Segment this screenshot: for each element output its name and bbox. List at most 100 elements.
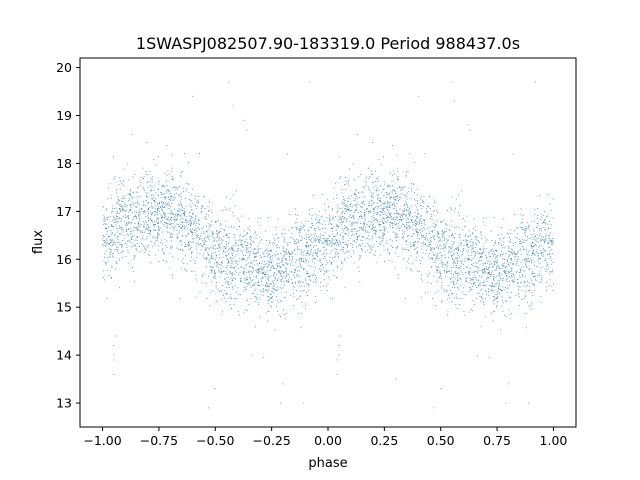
data-point bbox=[484, 262, 486, 264]
data-point bbox=[421, 227, 423, 229]
data-point bbox=[105, 262, 107, 264]
data-point bbox=[226, 250, 228, 252]
data-point bbox=[343, 198, 345, 200]
data-point bbox=[373, 202, 375, 203]
data-point bbox=[412, 183, 414, 185]
data-point bbox=[328, 214, 330, 216]
data-point bbox=[280, 402, 282, 404]
data-point bbox=[147, 215, 149, 217]
data-point bbox=[164, 204, 166, 206]
data-point bbox=[131, 230, 133, 232]
data-point bbox=[382, 208, 384, 210]
data-point bbox=[301, 254, 303, 256]
data-point bbox=[150, 230, 151, 232]
data-point bbox=[373, 217, 375, 219]
data-point bbox=[520, 253, 522, 255]
data-point bbox=[492, 320, 494, 322]
data-point bbox=[313, 229, 315, 231]
data-point bbox=[479, 260, 481, 261]
data-point bbox=[285, 258, 287, 260]
data-point bbox=[391, 145, 393, 147]
data-point bbox=[504, 265, 506, 267]
data-point bbox=[481, 299, 483, 301]
data-point bbox=[523, 242, 525, 243]
data-point bbox=[121, 246, 123, 247]
data-point bbox=[329, 223, 331, 225]
data-point bbox=[431, 226, 433, 228]
data-point bbox=[355, 205, 357, 206]
data-point bbox=[483, 250, 485, 252]
data-point bbox=[373, 192, 375, 194]
data-point bbox=[423, 196, 425, 197]
data-point bbox=[504, 247, 506, 249]
data-point bbox=[355, 209, 357, 210]
data-point bbox=[182, 226, 184, 227]
data-point bbox=[475, 284, 477, 286]
data-point bbox=[382, 223, 384, 224]
data-point bbox=[375, 231, 377, 233]
data-point bbox=[229, 262, 231, 264]
data-point bbox=[186, 219, 188, 221]
data-point bbox=[215, 222, 216, 223]
data-point bbox=[498, 288, 500, 290]
data-point bbox=[526, 228, 528, 230]
data-point bbox=[154, 214, 156, 216]
data-point bbox=[489, 270, 490, 272]
data-point bbox=[266, 248, 268, 250]
data-point bbox=[383, 233, 385, 235]
data-point bbox=[531, 236, 533, 238]
data-point bbox=[270, 294, 271, 295]
data-point bbox=[132, 267, 134, 269]
data-point bbox=[383, 245, 385, 247]
data-point bbox=[288, 250, 289, 252]
data-point bbox=[528, 260, 530, 262]
data-point bbox=[348, 196, 350, 198]
data-point bbox=[510, 262, 512, 264]
data-point bbox=[337, 204, 339, 206]
data-point bbox=[211, 253, 213, 254]
data-point bbox=[274, 254, 276, 256]
data-point bbox=[507, 383, 509, 385]
data-point bbox=[382, 232, 384, 234]
data-point bbox=[229, 272, 231, 274]
data-point bbox=[112, 244, 114, 246]
data-point bbox=[182, 222, 183, 223]
data-point bbox=[145, 228, 147, 230]
data-point bbox=[184, 210, 186, 212]
data-point bbox=[355, 199, 357, 201]
data-point bbox=[151, 213, 152, 215]
data-point bbox=[391, 192, 393, 194]
data-point bbox=[246, 244, 248, 246]
data-point bbox=[191, 228, 193, 230]
data-point bbox=[287, 274, 289, 276]
data-point bbox=[548, 285, 550, 287]
data-point bbox=[182, 249, 183, 251]
data-point bbox=[511, 276, 513, 278]
data-point bbox=[109, 256, 111, 258]
data-point bbox=[416, 222, 418, 224]
data-point bbox=[452, 283, 454, 285]
data-point bbox=[181, 235, 183, 237]
data-point bbox=[538, 255, 540, 257]
data-point bbox=[262, 273, 264, 275]
data-point bbox=[130, 233, 132, 234]
data-point bbox=[150, 205, 152, 207]
data-point bbox=[314, 240, 316, 242]
data-point bbox=[351, 231, 353, 233]
data-point bbox=[423, 201, 425, 202]
data-point bbox=[392, 202, 394, 204]
data-point bbox=[105, 223, 107, 225]
data-point bbox=[444, 231, 446, 233]
data-point bbox=[506, 270, 508, 272]
data-point bbox=[434, 229, 436, 231]
data-point bbox=[457, 279, 459, 281]
data-point bbox=[161, 216, 163, 218]
data-point bbox=[138, 221, 140, 223]
data-point bbox=[427, 240, 429, 242]
data-point bbox=[501, 273, 503, 275]
data-point bbox=[443, 244, 445, 246]
data-point bbox=[192, 233, 193, 235]
data-point bbox=[286, 263, 288, 265]
data-point bbox=[509, 229, 511, 231]
data-point bbox=[305, 254, 307, 256]
